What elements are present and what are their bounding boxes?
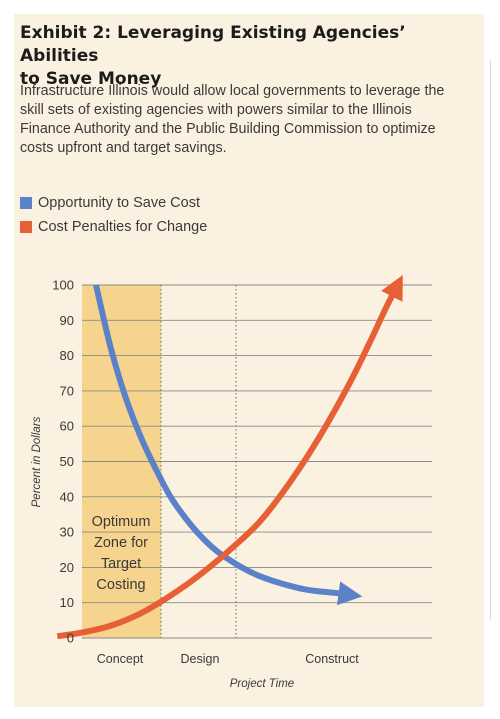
phase-label-construct: Construct xyxy=(305,652,359,666)
y-tick-label-40: 40 xyxy=(60,489,74,504)
zone-label-line-1: Optimum xyxy=(92,514,151,530)
penalty-curve xyxy=(56,275,403,640)
legend-label-penalties: Cost Penalties for Change xyxy=(38,219,208,235)
zone-label-line-3: Target xyxy=(101,556,141,572)
x-axis-label: Project Time xyxy=(230,678,294,690)
legend-label-opportunity: Opportunity to Save Cost xyxy=(38,195,200,211)
y-tick-label-30: 30 xyxy=(60,525,74,540)
y-tick-label-90: 90 xyxy=(60,313,74,328)
y-tick-label-50: 50 xyxy=(60,454,74,469)
page-edge-line xyxy=(490,60,491,620)
phase-label-concept: Concept xyxy=(97,652,144,666)
exhibit-title: Exhibit 2: Leveraging Existing Agencies’… xyxy=(20,22,460,91)
title-line-2: to Save Money xyxy=(20,69,162,89)
phase-label-design: Design xyxy=(181,652,220,666)
legend-item-penalties: Cost Penalties for Change xyxy=(20,215,207,239)
legend-swatch-orange xyxy=(20,221,32,233)
y-axis-label: Percent in Dollars xyxy=(31,416,43,507)
legend-swatch-blue xyxy=(20,197,32,209)
zone-label-line-2: Zone for xyxy=(94,535,148,551)
y-tick-label-20: 20 xyxy=(60,560,74,575)
y-tick-label-70: 70 xyxy=(60,383,74,398)
title-line-1: Exhibit 2: Leveraging Existing Agencies’… xyxy=(20,23,406,66)
y-tick-label-10: 10 xyxy=(60,595,74,610)
exhibit-description: Infrastructure Illinois would allow loca… xyxy=(20,83,445,156)
y-tick-label-60: 60 xyxy=(60,419,74,434)
y-tick-label-0: 0 xyxy=(67,631,74,646)
y-tick-label-80: 80 xyxy=(60,348,74,363)
chart-legend: Opportunity to Save Cost Cost Penalties … xyxy=(20,191,207,239)
zone-label-line-4: Costing xyxy=(96,577,145,593)
y-tick-label-100: 100 xyxy=(52,278,74,293)
legend-item-opportunity: Opportunity to Save Cost xyxy=(20,191,207,215)
